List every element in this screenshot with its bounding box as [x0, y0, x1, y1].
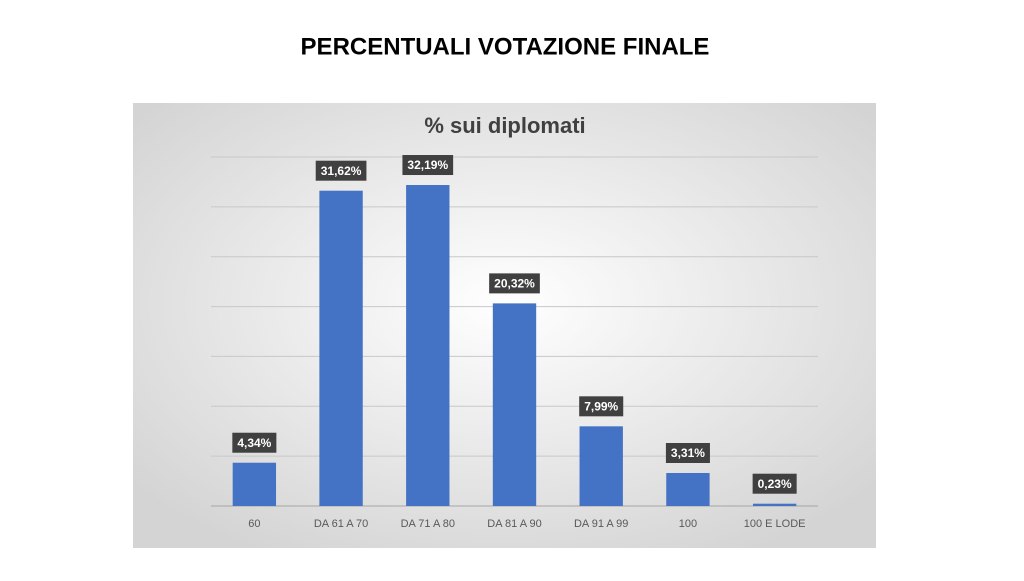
value-label-box: [402, 155, 454, 176]
x-tick-label: 100 E LODE: [744, 518, 806, 530]
value-label: 20,32%: [494, 277, 535, 291]
bar: [406, 185, 450, 506]
value-label: 32,19%: [407, 158, 448, 172]
bar: [319, 190, 363, 506]
value-label-box: [752, 473, 797, 494]
x-tick-label: DA 91 A 99: [574, 518, 628, 530]
value-label-box: [665, 442, 710, 463]
value-label-box: [489, 273, 540, 294]
value-label: 0,23%: [758, 477, 792, 491]
value-label: 7,99%: [584, 400, 618, 414]
bar: [492, 303, 537, 506]
bar: [666, 472, 710, 506]
value-label: 31,62%: [321, 164, 362, 178]
value-label-box: [232, 432, 277, 453]
bar: [752, 503, 797, 506]
value-label-box: [315, 160, 367, 181]
x-tick-label: DA 61 A 70: [314, 518, 368, 530]
x-tick-label: 60: [248, 518, 260, 530]
x-tick-label: DA 71 A 80: [401, 518, 455, 530]
bar: [232, 462, 277, 506]
chart-title: % sui diplomati: [424, 113, 585, 138]
value-label: 3,31%: [671, 446, 705, 460]
x-tick-label: DA 81 A 90: [487, 518, 541, 530]
bar: [579, 426, 623, 506]
value-label-box: [579, 396, 624, 417]
x-tick-label: 100: [679, 518, 697, 530]
value-label: 4,34%: [237, 436, 271, 450]
slide-title: PERCENTUALI VOTAZIONE FINALE: [301, 33, 710, 60]
